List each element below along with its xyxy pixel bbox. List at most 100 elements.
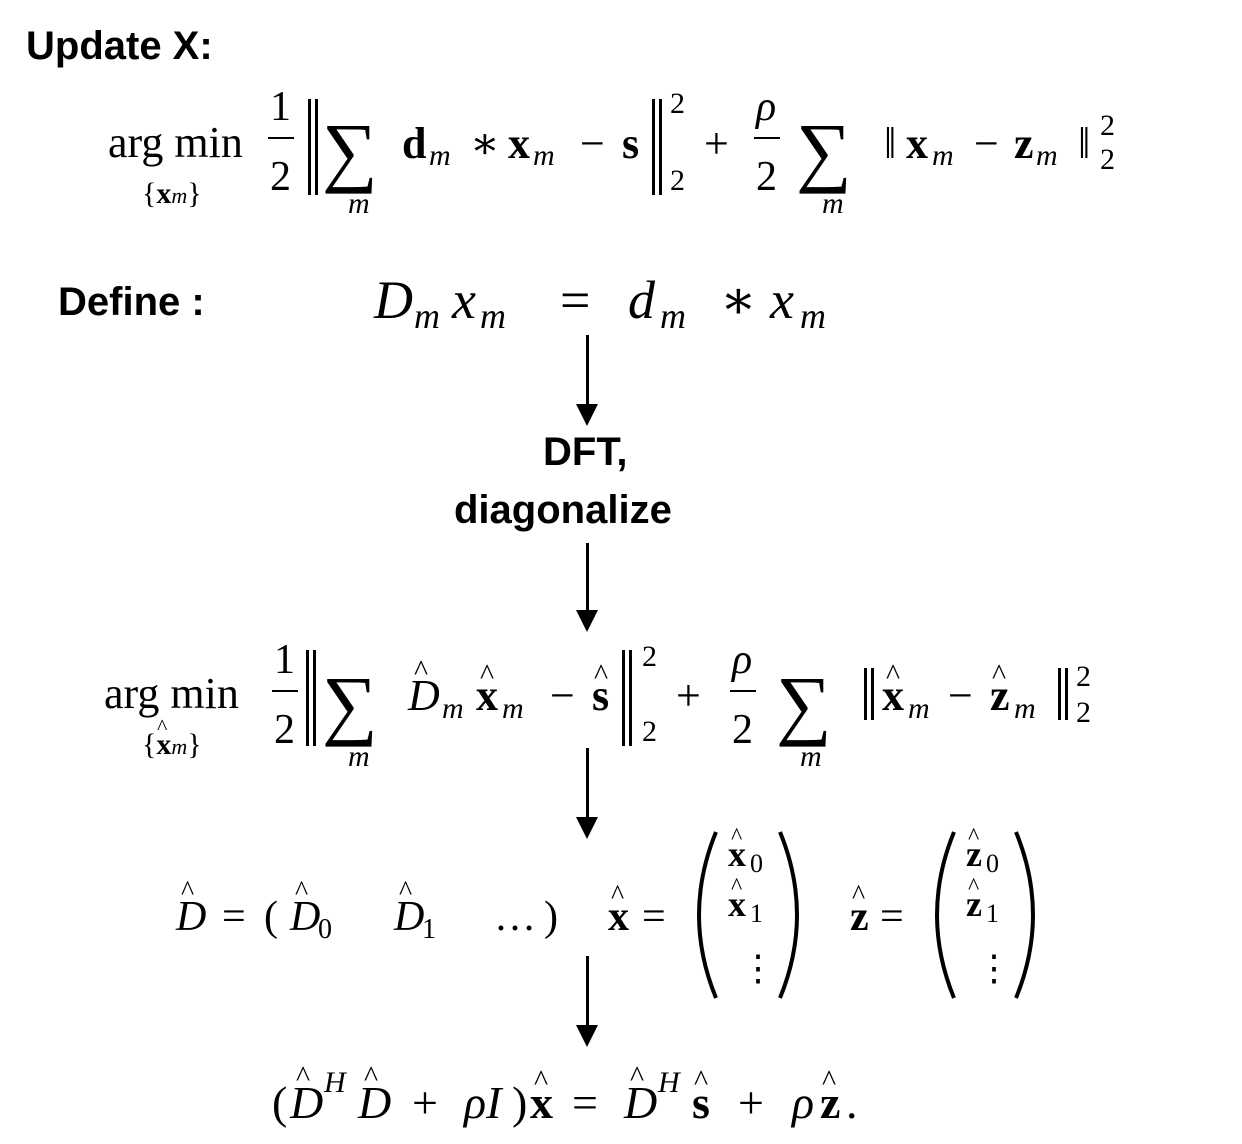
- svg-text:m: m: [822, 187, 844, 220]
- term-x: x: [508, 119, 530, 168]
- svg-text:^: ^: [852, 880, 865, 911]
- svg-text:x: x: [451, 270, 476, 330]
- svg-text:D: D: [373, 270, 413, 330]
- svg-text:ρ: ρ: [790, 1077, 814, 1128]
- svg-text:0: 0: [750, 849, 763, 878]
- svg-text:1: 1: [986, 899, 999, 928]
- svg-text:x: x: [608, 894, 629, 940]
- svg-text:^: ^: [296, 1060, 310, 1093]
- argmin-operator: arg min: [108, 118, 243, 167]
- arrow-head-4: [576, 1025, 598, 1047]
- svg-text:D: D: [407, 671, 440, 720]
- term-d: d: [402, 119, 426, 168]
- svg-text:0: 0: [318, 914, 332, 945]
- svg-text:−: −: [974, 119, 999, 168]
- arrow-line-1: [586, 335, 589, 407]
- norm-bar-left-1: [308, 99, 311, 195]
- svg-text:=: =: [880, 894, 904, 940]
- norm-sup: 2: [670, 87, 685, 120]
- svg-text:m: m: [502, 692, 524, 725]
- svg-text:1: 1: [750, 899, 763, 928]
- svg-text:(: (: [264, 894, 278, 940]
- svg-text:m: m: [660, 296, 686, 336]
- norm-bar-right-1: [652, 99, 655, 195]
- svg-text:^: ^: [399, 876, 412, 907]
- svg-text:+: +: [676, 671, 701, 720]
- fraction-denominator: 2: [270, 154, 291, 200]
- svg-text:+: +: [412, 1077, 438, 1128]
- equation-frequency-objective: arg min {xm} ^ 1 2 ∑ m D ^ m x ^ m − s ^…: [104, 638, 1091, 773]
- equation-stacked-definitions: D ^ = ( D ^ 0 D ^ 1 … ) x ^ = x ^ 0 x ^ …: [175, 824, 1035, 999]
- svg-text:1: 1: [422, 914, 436, 945]
- svg-text:∑: ∑: [322, 660, 378, 747]
- svg-text:^: ^: [594, 658, 608, 691]
- svg-text:x: x: [728, 884, 746, 924]
- svg-text:ρ: ρ: [730, 638, 752, 683]
- svg-text:^: ^: [364, 1060, 378, 1093]
- svg-text:+: +: [738, 1077, 764, 1128]
- sum-symbol-2: ∑: [796, 107, 852, 194]
- svg-text:(: (: [272, 1077, 287, 1128]
- svg-text:^: ^: [630, 1060, 644, 1093]
- svg-text:m: m: [348, 740, 370, 773]
- svg-text:^: ^: [731, 874, 742, 900]
- svg-text:.: .: [846, 1077, 858, 1128]
- svg-text:2: 2: [756, 154, 777, 200]
- arrow-head-2: [576, 610, 598, 632]
- arrow-head-1: [576, 404, 598, 426]
- svg-text:): ): [544, 894, 558, 940]
- svg-text:m: m: [800, 740, 822, 773]
- heading-update-x: Update X:: [26, 24, 213, 68]
- svg-text:^: ^: [822, 1064, 836, 1097]
- svg-text:D: D: [393, 894, 424, 940]
- arrow-line-3: [586, 748, 589, 820]
- svg-text:m: m: [414, 296, 440, 336]
- term-s: s: [622, 119, 639, 168]
- svg-text:z: z: [1014, 119, 1034, 168]
- svg-text:H: H: [657, 1066, 682, 1099]
- svg-text:^: ^: [611, 880, 624, 911]
- sum-symbol: ∑: [322, 107, 378, 194]
- svg-text:): ): [512, 1077, 527, 1128]
- svg-text:D: D: [289, 894, 320, 940]
- svg-text:m: m: [800, 296, 826, 336]
- fraction-bar: [268, 137, 294, 139]
- svg-text:0: 0: [986, 849, 999, 878]
- step-label-diagonalize: diagonalize: [454, 488, 672, 532]
- svg-text:^: ^: [181, 876, 194, 907]
- equation-update-x-objective: arg min {xm} 1 2 ∑ m d m ∗ x m − s 2 2 +…: [108, 85, 1115, 220]
- svg-text:z: z: [850, 894, 869, 940]
- argmin-subscript: {xm}: [142, 177, 202, 210]
- svg-text:2: 2: [732, 707, 753, 753]
- arrow-line-4: [586, 956, 589, 1028]
- equation-define: D m x m = d m ∗ x m: [373, 270, 826, 336]
- svg-text:D: D: [357, 1077, 391, 1128]
- rho-numerator: ρ: [754, 85, 776, 130]
- svg-text:2: 2: [274, 707, 295, 753]
- svg-text:⋮: ⋮: [976, 948, 1012, 988]
- norm-sub: 2: [670, 164, 685, 197]
- svg-text:z: z: [820, 1077, 840, 1128]
- svg-text:^: ^: [968, 874, 979, 900]
- svg-text:^: ^: [731, 824, 742, 850]
- plus-operator: +: [704, 119, 729, 168]
- svg-text:^: ^: [157, 714, 168, 739]
- svg-text:^: ^: [992, 658, 1006, 691]
- svg-text:z: z: [966, 884, 982, 924]
- svg-text:^: ^: [414, 654, 428, 687]
- sum-index: m: [348, 187, 370, 220]
- svg-text:x: x: [769, 270, 794, 330]
- svg-text:^: ^: [534, 1064, 548, 1097]
- svg-text:∗: ∗: [720, 270, 757, 330]
- svg-text:=: =: [222, 894, 246, 940]
- svg-text:^: ^: [886, 658, 900, 691]
- svg-text:∑: ∑: [776, 660, 832, 747]
- minus-operator: −: [580, 119, 605, 168]
- svg-text:2: 2: [1076, 696, 1091, 729]
- svg-text:2: 2: [1076, 660, 1091, 693]
- svg-text:m: m: [908, 692, 930, 725]
- svg-text:2: 2: [642, 640, 657, 673]
- svg-text:x: x: [476, 671, 498, 720]
- svg-text:^: ^: [968, 824, 979, 850]
- svg-text:2: 2: [642, 715, 657, 748]
